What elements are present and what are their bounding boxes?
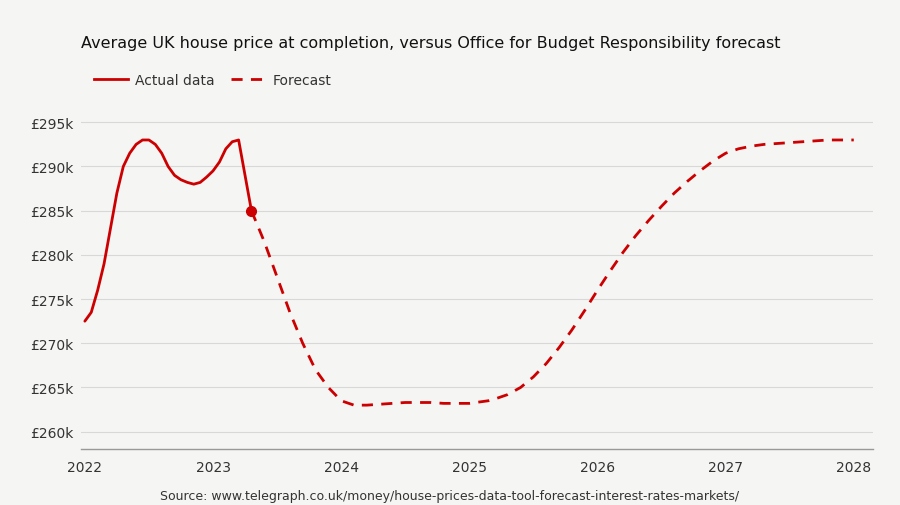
Legend: Actual data, Forecast: Actual data, Forecast	[88, 68, 338, 93]
Text: Average UK house price at completion, versus Office for Budget Responsibility fo: Average UK house price at completion, ve…	[81, 36, 780, 52]
Text: Source: www.telegraph.co.uk/money/house-prices-data-tool-forecast-interest-rates: Source: www.telegraph.co.uk/money/house-…	[160, 489, 740, 502]
